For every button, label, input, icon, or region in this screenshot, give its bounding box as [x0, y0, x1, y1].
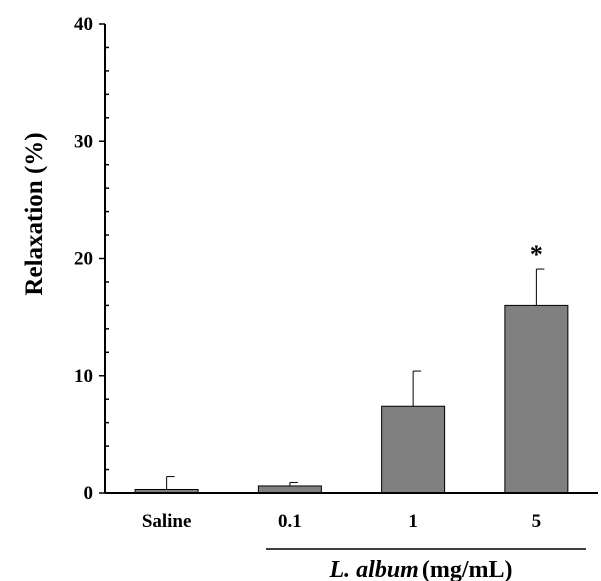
significance-marker: * [530, 240, 543, 269]
labels-layer: Saline 0.1 1 * 5 0 10 20 30 40 [74, 14, 543, 532]
x-axis-title: L. album (mg/mL) [329, 557, 513, 581]
bar-5 [504, 304, 569, 494]
axes-layer [99, 23, 598, 494]
bar-0_1 [257, 485, 322, 494]
x-tick-label: 5 [532, 511, 542, 532]
bars-layer [134, 304, 569, 494]
error-bars-layer [166, 268, 545, 490]
y-tick-label: 40 [74, 14, 93, 35]
x-tick-label: 1 [408, 511, 418, 532]
y-tick-label: 20 [74, 249, 93, 270]
bar-1 [381, 405, 446, 494]
y-tick-label: 10 [74, 366, 93, 387]
y-tick-label: 0 [84, 483, 94, 504]
x-tick-label: Saline [142, 511, 192, 532]
x-axis-title-species: L. album [329, 557, 419, 581]
y-axis-title: Relaxation (%) [21, 132, 48, 295]
y-tick-label: 30 [74, 131, 93, 152]
x-axis-title-unit: (mg/mL) [422, 557, 513, 581]
x-tick-label: 0.1 [278, 511, 302, 532]
